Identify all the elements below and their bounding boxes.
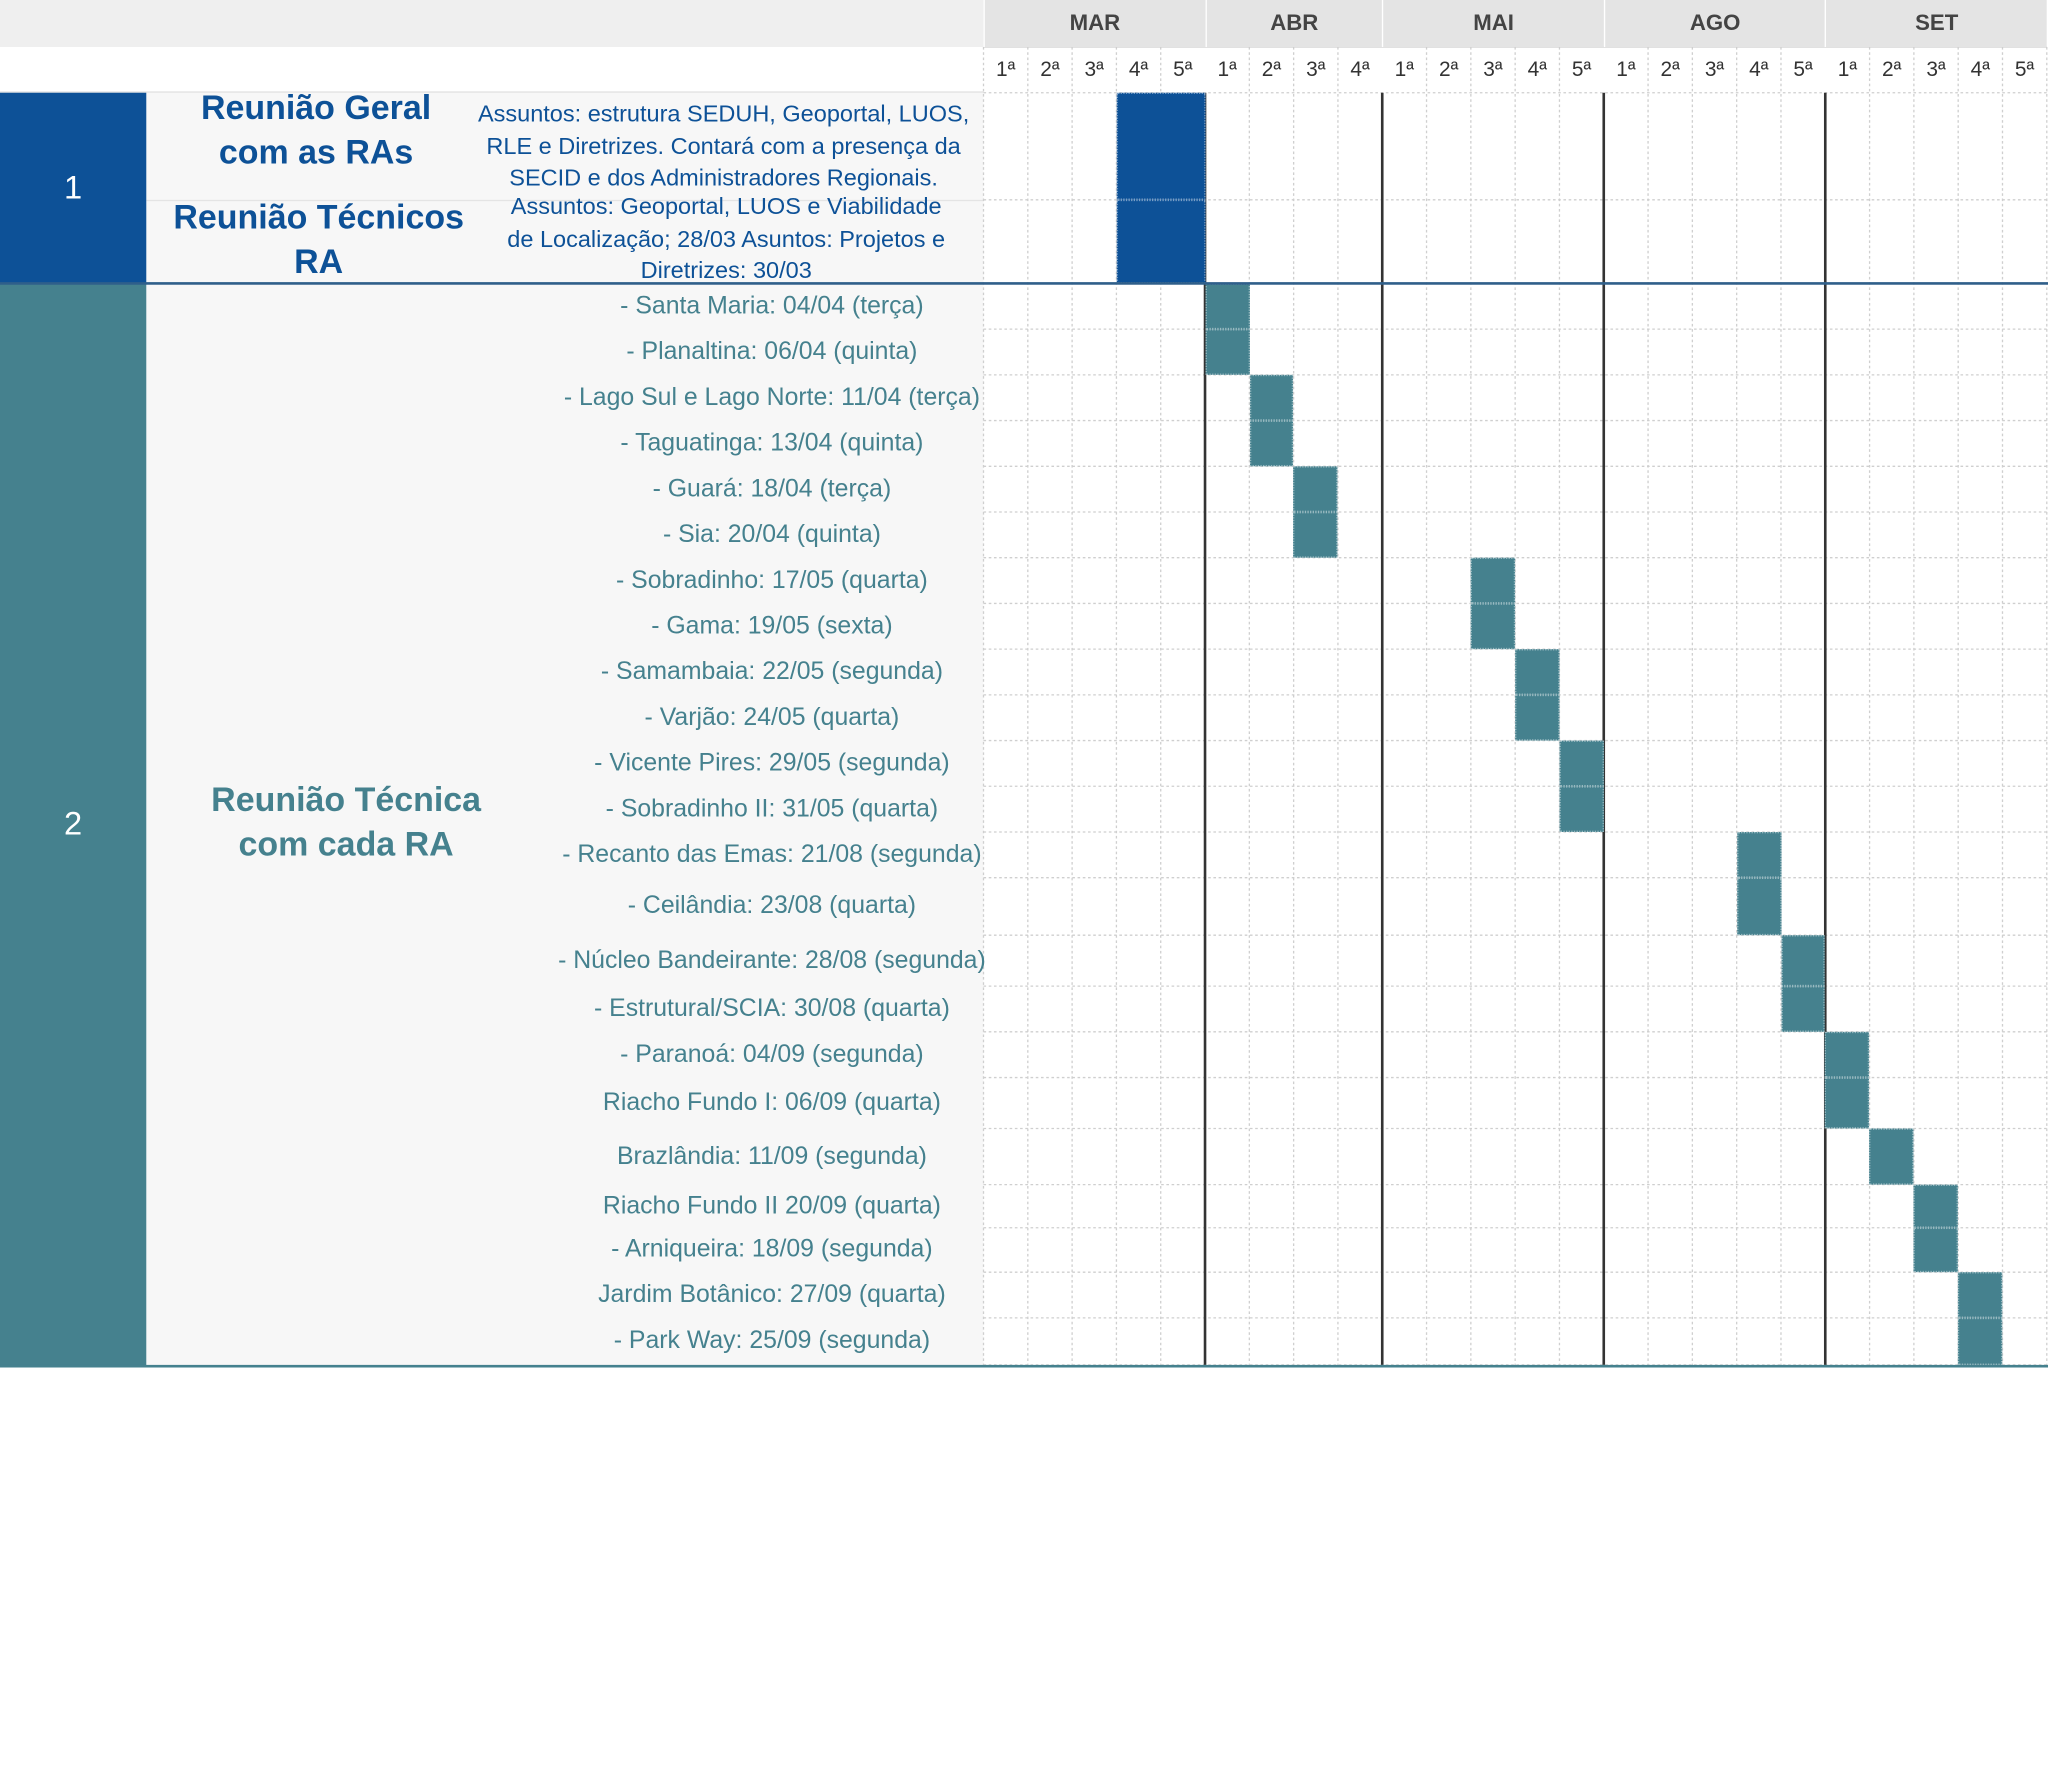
task-label: - Ceilândia: 23/08 (quarta) bbox=[627, 892, 917, 920]
week-label: 5ª bbox=[1173, 58, 1193, 81]
gantt-bar bbox=[1559, 786, 1604, 832]
gantt-bar bbox=[1913, 1184, 1959, 1228]
task-label: - Park Way: 25/09 (segunda) bbox=[613, 1327, 931, 1355]
gantt-bar bbox=[1825, 1077, 1870, 1129]
task-label: - Taguatinga: 13/04 (quinta) bbox=[620, 429, 924, 457]
group-1-bar bbox=[0, 92, 147, 284]
task-label: - Sobradinho II: 31/05 (quarta) bbox=[605, 794, 939, 823]
task-desc-reuniao-tecnicos: Assuntos: Geoportal, LUOS e Viabilidade … bbox=[507, 192, 946, 284]
month-header-ago: AGO bbox=[1603, 0, 1826, 48]
group-2-bar bbox=[0, 283, 147, 1367]
task-label: - Varjão: 24/05 (quarta) bbox=[644, 703, 900, 731]
week-label: 4ª bbox=[1749, 58, 1769, 81]
week-label: 1ª bbox=[1616, 58, 1636, 81]
label-panel-1 bbox=[146, 92, 984, 284]
task-label: - Lago Sul e Lago Norte: 11/04 (terça) bbox=[563, 383, 980, 411]
week-label: 1ª bbox=[995, 58, 1016, 81]
week-label: 4ª bbox=[1128, 58, 1149, 81]
header-blank bbox=[0, 0, 984, 48]
group-separator bbox=[0, 282, 2048, 285]
week-label: 2ª bbox=[1438, 58, 1459, 81]
task-label: - Paranoá: 04/09 (segunda) bbox=[620, 1040, 924, 1068]
task-title-reuniao-geral: Reunião Geral com as RAs bbox=[200, 87, 432, 172]
month-header-mar: MAR bbox=[983, 0, 1206, 48]
gantt-bar bbox=[1559, 740, 1604, 787]
task-label: - Estrutural/SCIA: 30/08 (quarta) bbox=[593, 994, 950, 1023]
week-label: 2ª bbox=[1660, 58, 1680, 81]
week-label: 3ª bbox=[1084, 58, 1104, 81]
task-label: Riacho Fundo II 20/09 (quarta) bbox=[602, 1191, 941, 1220]
group-1-number: 1 bbox=[64, 169, 83, 206]
task-label: Riacho Fundo I: 06/09 (quarta) bbox=[602, 1088, 941, 1117]
gantt-bar bbox=[1780, 935, 1826, 987]
gantt-bar bbox=[1869, 1128, 1914, 1185]
task-label: - Gama: 19/05 (sexta) bbox=[651, 611, 893, 640]
gantt-bar bbox=[1470, 603, 1516, 650]
week-label: 3ª bbox=[1483, 58, 1503, 81]
bottom-border bbox=[0, 1364, 2048, 1368]
gantt-bar bbox=[1205, 329, 1250, 375]
gantt-bar bbox=[1205, 283, 1250, 330]
month-header-abr: ABR bbox=[1205, 0, 1383, 48]
week-label: 3ª bbox=[1704, 58, 1725, 81]
task-label: - Planaltina: 06/04 (quinta) bbox=[626, 337, 918, 366]
week-label: 5ª bbox=[2014, 58, 2035, 81]
week-label: 1ª bbox=[1837, 58, 1858, 81]
task-label: - Guará: 18/04 (terça) bbox=[652, 474, 892, 503]
task-desc-reuniao-geral: Assuntos: estrutura SEDUH, Geoportal, LU… bbox=[477, 100, 970, 192]
week-label: 4ª bbox=[1527, 58, 1547, 81]
week-label: 5ª bbox=[1793, 58, 1813, 81]
gantt-bar bbox=[1913, 1227, 1959, 1273]
task-label: Jardim Botânico: 27/09 (quarta) bbox=[598, 1280, 946, 1309]
week-label: 4ª bbox=[1350, 58, 1370, 81]
week-label: 2ª bbox=[1261, 58, 1282, 81]
gantt-bar bbox=[1293, 511, 1338, 558]
gantt-bar-group1 bbox=[1116, 92, 1205, 200]
gantt-bar bbox=[1249, 420, 1294, 467]
row-divider-1 bbox=[146, 199, 984, 202]
week-label: 2ª bbox=[1882, 58, 1902, 81]
gantt-bar bbox=[1780, 986, 1826, 1032]
gantt-bar bbox=[1249, 374, 1294, 421]
task-label: - Sobradinho: 17/05 (quarta) bbox=[616, 566, 928, 594]
gantt-bar bbox=[1293, 466, 1338, 512]
week-label: 4ª bbox=[1970, 58, 1990, 81]
task-label: Brazlândia: 11/09 (segunda) bbox=[616, 1142, 927, 1170]
month-header-mai: MAI bbox=[1382, 0, 1604, 48]
task-title-reuniao-tecnicos: Reunião Técnicos RA bbox=[173, 197, 464, 281]
week-label: 1ª bbox=[1394, 58, 1415, 81]
task-label: - Samambaia: 22/05 (segunda) bbox=[600, 657, 943, 686]
group-2-number: 2 bbox=[64, 805, 83, 843]
task-label: - Sia: 20/04 (quinta) bbox=[662, 520, 881, 548]
gantt-bar bbox=[1958, 1317, 2003, 1365]
task-label: - Vicente Pires: 29/05 (segunda) bbox=[594, 749, 950, 777]
gantt-bar bbox=[1515, 694, 1560, 741]
task-label: - Arniqueira: 18/09 (segunda) bbox=[611, 1235, 933, 1264]
gantt-bar bbox=[1736, 831, 1781, 878]
week-label: 1ª bbox=[1217, 58, 1237, 81]
gantt-bar bbox=[1958, 1272, 2003, 1318]
gantt-bar bbox=[1825, 1031, 1870, 1078]
task-label: - Recanto das Emas: 21/08 (segunda) bbox=[562, 840, 982, 868]
gantt-bar bbox=[1470, 557, 1516, 604]
week-label: 3ª bbox=[1306, 58, 1326, 81]
week-label: 5ª bbox=[1571, 58, 1592, 81]
month-header-set: SET bbox=[1825, 0, 2047, 48]
label-panel-2 bbox=[146, 283, 984, 1367]
week-label: 3ª bbox=[1926, 58, 1946, 81]
header-weeks-blank bbox=[0, 47, 984, 93]
group-2-title: Reunião Técnica com cada RA bbox=[211, 780, 482, 864]
task-label: - Santa Maria: 04/04 (terça) bbox=[620, 291, 924, 320]
gantt-bar bbox=[1515, 649, 1560, 695]
week-label: 2ª bbox=[1040, 58, 1060, 81]
task-label: - Núcleo Bandeirante: 28/08 (segunda) bbox=[558, 946, 986, 974]
gantt-bar bbox=[1736, 877, 1781, 936]
gantt-bar-group1 bbox=[1116, 199, 1205, 284]
